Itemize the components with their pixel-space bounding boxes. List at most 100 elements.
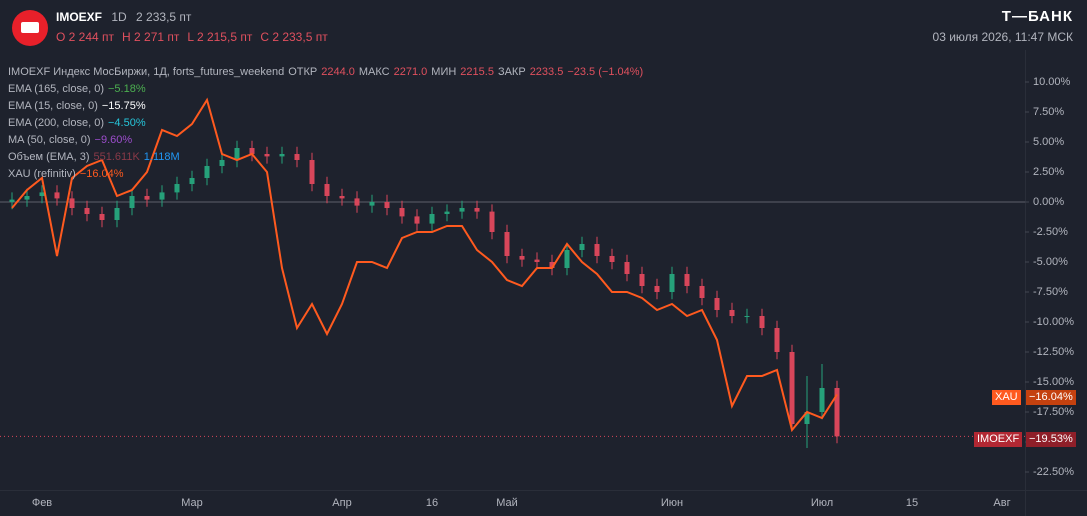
legend-row: XAU (refinitiv) −16.04% bbox=[8, 166, 647, 183]
legend-text: 551.611K bbox=[93, 151, 140, 163]
ohlc-row: O 2 244 пт H 2 271 пт L 2 215,5 пт C 2 233,… bbox=[56, 30, 336, 44]
x-tick-label: Авг bbox=[993, 497, 1010, 509]
candle-body bbox=[684, 274, 690, 286]
candle-body bbox=[804, 412, 810, 424]
y-tick-label: -22.50% bbox=[1033, 466, 1074, 478]
legend-row: MA (50, close, 0) −9.60% bbox=[8, 132, 647, 149]
symbol-row: IMOEXF 1D 2 233,5 пт bbox=[56, 10, 191, 24]
legend-text: ОТКР bbox=[288, 66, 318, 78]
legend-text: −15.75% bbox=[101, 100, 146, 112]
candle-body bbox=[234, 148, 240, 160]
legend: IMOEXF Индекс МосБиржи, 1Д, forts_future… bbox=[8, 64, 647, 183]
y-tick-label: 0.00% bbox=[1033, 196, 1064, 208]
y-tick-label: -12.50% bbox=[1033, 346, 1074, 358]
legend-text: XAU (refinitiv) bbox=[8, 168, 76, 180]
legend-row: EMA (200, close, 0) −4.50% bbox=[8, 115, 647, 132]
candle-body bbox=[144, 196, 150, 200]
legend-text: 2271.0 bbox=[393, 66, 428, 78]
candle-body bbox=[204, 166, 210, 178]
candle-body bbox=[354, 198, 360, 206]
candle-body bbox=[549, 262, 555, 268]
candle-body bbox=[789, 352, 795, 424]
candle-body bbox=[279, 154, 285, 157]
candle-body bbox=[609, 256, 615, 262]
series-line bbox=[11, 97, 838, 433]
legend-row: Объем (EMA, 3) 551.611K 1.118M bbox=[8, 149, 647, 166]
xau-badge: XAU bbox=[992, 390, 1021, 405]
datetime: 03 июля 2026, 11:47 МСК bbox=[932, 30, 1073, 44]
candle-body bbox=[654, 286, 660, 292]
candle-body bbox=[54, 192, 60, 199]
candle-body bbox=[474, 208, 480, 212]
legend-text: MA (50, close, 0) bbox=[8, 134, 91, 146]
x-tick-label: Апр bbox=[332, 497, 351, 509]
candle-body bbox=[594, 244, 600, 256]
legend-text: −5.18% bbox=[108, 83, 146, 95]
candle-body bbox=[249, 148, 255, 154]
candle-body bbox=[294, 154, 300, 160]
y-tick-label: -17.50% bbox=[1033, 406, 1074, 418]
candle-body bbox=[714, 298, 720, 310]
x-tick-label: 16 bbox=[426, 497, 438, 509]
ohlc-value: H 2 271 пт bbox=[122, 30, 180, 44]
candle-body bbox=[444, 211, 450, 214]
candle-body bbox=[309, 160, 315, 184]
candle-body bbox=[189, 178, 195, 184]
y-tick-label: -7.50% bbox=[1033, 286, 1068, 298]
ohlc-value: C 2 233,5 пт bbox=[260, 30, 328, 44]
xau-value: −16.04% bbox=[1026, 390, 1076, 405]
candle-body bbox=[369, 202, 375, 206]
legend-text: 1.118M bbox=[143, 151, 180, 163]
x-tick-label: Фев bbox=[32, 497, 52, 509]
candle-body bbox=[414, 216, 420, 224]
legend-text: 2233.5 bbox=[529, 66, 564, 78]
legend-text: −9.60% bbox=[94, 134, 133, 146]
candle-body bbox=[564, 250, 570, 268]
x-tick-label: Июл bbox=[811, 497, 833, 509]
x-tick-label: Май bbox=[496, 497, 518, 509]
candle-body bbox=[399, 208, 405, 217]
y-tick-label: -15.00% bbox=[1033, 376, 1074, 388]
candle-body bbox=[579, 244, 585, 250]
y-tick-label: 10.00% bbox=[1033, 76, 1071, 88]
x-tick-label: Мар bbox=[181, 497, 203, 509]
candle-body bbox=[489, 211, 495, 232]
candle-body bbox=[219, 160, 225, 166]
x-tick-label: Июн bbox=[661, 497, 683, 509]
legend-text: EMA (165, close, 0) bbox=[8, 83, 104, 95]
candle-body bbox=[174, 184, 180, 193]
candle-body bbox=[324, 184, 330, 196]
candle-body bbox=[519, 256, 525, 260]
legend-row: EMA (15, close, 0) −15.75% bbox=[8, 98, 647, 115]
candle-body bbox=[834, 388, 840, 437]
legend-text: EMA (200, close, 0) bbox=[8, 117, 104, 129]
legend-text: EMA (15, close, 0) bbox=[8, 100, 98, 112]
legend-text: 2215.5 bbox=[460, 66, 494, 78]
legend-text: ЗАКР bbox=[497, 66, 526, 78]
logo bbox=[12, 10, 48, 46]
candle-body bbox=[759, 316, 765, 328]
legend-text: МАКС bbox=[358, 66, 390, 78]
imoexf-value: −19.53% bbox=[1026, 432, 1076, 447]
legend-row: IMOEXF Индекс МосБиржи, 1Д, forts_future… bbox=[8, 64, 647, 81]
y-tick-label: 5.00% bbox=[1033, 136, 1064, 148]
y-tick-label: 2.50% bbox=[1033, 166, 1064, 178]
legend-text: −4.50% bbox=[108, 117, 146, 129]
ohlc-value: O 2 244 пт bbox=[56, 30, 115, 44]
candle-body bbox=[159, 192, 165, 200]
candle-body bbox=[774, 328, 780, 352]
y-tick-label: -2.50% bbox=[1033, 226, 1068, 238]
brand: Т—БАНК bbox=[1001, 8, 1073, 25]
candle-body bbox=[744, 316, 750, 317]
candle-body bbox=[729, 310, 735, 316]
candle-body bbox=[819, 388, 825, 412]
y-tick-label: -10.00% bbox=[1033, 316, 1074, 328]
candle-body bbox=[84, 208, 90, 214]
candle-body bbox=[624, 262, 630, 274]
legend-text: 2244.0 bbox=[321, 66, 355, 78]
candle-body bbox=[114, 208, 120, 220]
legend-text: −16.04% bbox=[79, 168, 124, 180]
candle-body bbox=[39, 192, 45, 196]
